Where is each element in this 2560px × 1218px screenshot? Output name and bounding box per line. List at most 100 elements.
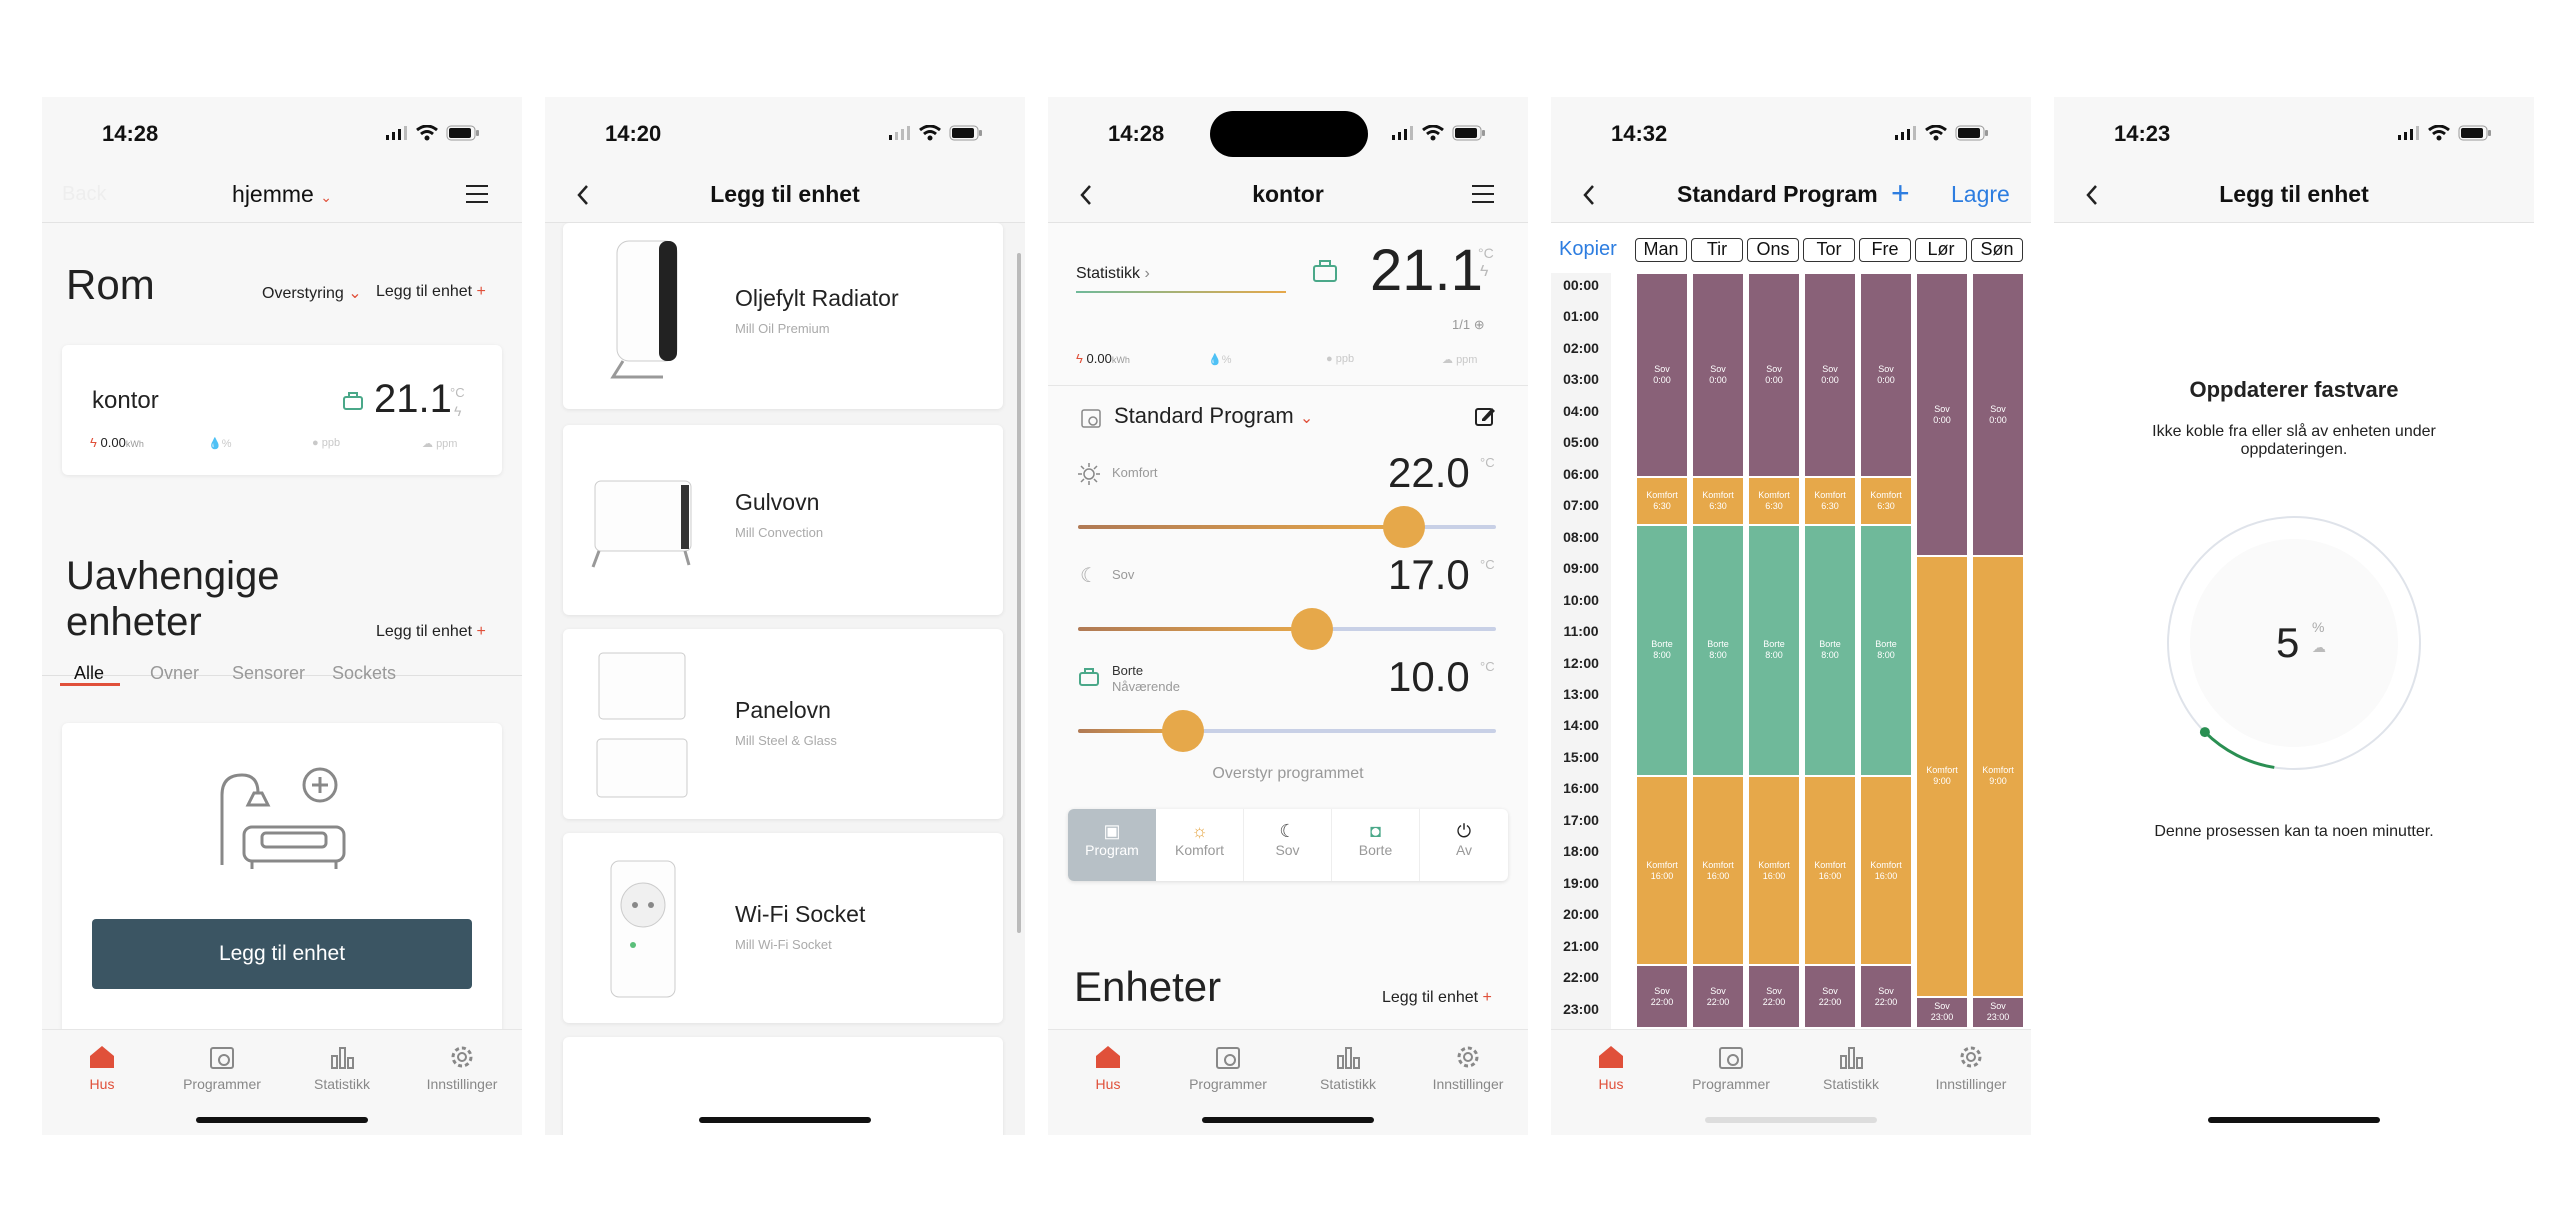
tab-statistics[interactable]: Statistikk bbox=[1288, 1044, 1408, 1092]
menu-icon[interactable] bbox=[1472, 185, 1494, 203]
back-chevron-icon[interactable] bbox=[1579, 183, 1599, 207]
device-option-panel[interactable]: Panelovn Mill Steel & Glass bbox=[563, 629, 1003, 819]
back-chevron-icon[interactable] bbox=[2082, 183, 2102, 207]
scrollbar[interactable] bbox=[1017, 253, 1021, 933]
save-button[interactable]: Lagre bbox=[1951, 181, 2010, 207]
tab-settings[interactable]: Innstillinger bbox=[1408, 1044, 1528, 1092]
schedule-block-sov[interactable]: Sov 0:00 bbox=[1749, 274, 1799, 477]
seg-komfort[interactable]: ☼ Komfort bbox=[1156, 809, 1244, 881]
home-selector[interactable]: hjemme ⌄ bbox=[42, 181, 522, 208]
copy-button[interactable]: Kopier bbox=[1559, 238, 1617, 260]
seg-program[interactable]: ▣ Program bbox=[1068, 809, 1156, 881]
seg-off[interactable]: ⏻ Av bbox=[1420, 809, 1508, 881]
filter-tab-sensors[interactable]: Sensorer bbox=[232, 663, 306, 683]
schedule-block-sov[interactable]: Sov 22:00 bbox=[1805, 966, 1855, 1027]
filter-tab-all[interactable]: Alle bbox=[74, 663, 105, 683]
schedule-day-column[interactable]: Sov 0:00 Komfort 6:30 Borte 8:00 Komfort 16:00 S… bbox=[1637, 273, 1687, 1028]
schedule-block-komfort[interactable]: Komfort 6:30 bbox=[1861, 478, 1911, 524]
edit-icon[interactable] bbox=[1474, 405, 1496, 427]
day-header-3[interactable]: Tor bbox=[1803, 238, 1855, 262]
program-selector[interactable]: Standard Program ⌄ bbox=[1114, 403, 1314, 428]
schedule-block-sov[interactable]: Sov 22:00 bbox=[1693, 966, 1743, 1027]
block-time: 23:00 bbox=[1930, 1012, 1954, 1023]
schedule-block-komfort[interactable]: Komfort 16:00 bbox=[1861, 777, 1911, 965]
device-option-socket[interactable]: Wi-Fi Socket Mill Wi-Fi Socket bbox=[563, 833, 1003, 1023]
schedule-day-column[interactable]: Sov 0:00 Komfort 9:00 Sov 23:00 bbox=[1973, 273, 2023, 1028]
tab-home[interactable]: Hus bbox=[42, 1044, 162, 1092]
sun-icon: ☼ bbox=[1191, 821, 1208, 841]
day-header-1[interactable]: Tir bbox=[1691, 238, 1743, 262]
schedule-block-komfort[interactable]: Komfort 16:00 bbox=[1749, 777, 1799, 965]
add-device-button[interactable]: Legg til enhet bbox=[92, 919, 472, 989]
tab-settings[interactable]: Innstillinger bbox=[402, 1044, 522, 1092]
device-option-convection[interactable]: Gulvovn Mill Convection bbox=[563, 425, 1003, 615]
schedule-block-sov[interactable]: Sov 0:00 bbox=[1637, 274, 1687, 477]
schedule-block-komfort[interactable]: Komfort 6:30 bbox=[1693, 478, 1743, 524]
schedule-day-column[interactable]: Sov 0:00 Komfort 6:30 Borte 8:00 Komfort 16:00 S… bbox=[1861, 273, 1911, 1028]
schedule-block-borte[interactable]: Borte 8:00 bbox=[1693, 525, 1743, 776]
tab-programs[interactable]: Programmer bbox=[1671, 1044, 1791, 1092]
schedule-block-komfort[interactable]: Komfort 9:00 bbox=[1917, 557, 1967, 996]
schedule-block-komfort[interactable]: Komfort 16:00 bbox=[1637, 777, 1687, 965]
day-header-2[interactable]: Ons bbox=[1747, 238, 1799, 262]
schedule-block-borte[interactable]: Borte 8:00 bbox=[1861, 525, 1911, 776]
schedule-block-borte[interactable]: Borte 8:00 bbox=[1637, 525, 1687, 776]
tab-statistics[interactable]: Statistikk bbox=[1791, 1044, 1911, 1092]
add-icon[interactable]: + bbox=[1891, 175, 1910, 211]
schedule-block-komfort[interactable]: Komfort 6:30 bbox=[1637, 478, 1687, 524]
override-dropdown[interactable]: Overstyring ⌄ bbox=[262, 285, 362, 302]
schedule-block-sov[interactable]: Sov 22:00 bbox=[1749, 966, 1799, 1027]
day-header-5[interactable]: Lør bbox=[1915, 238, 1967, 262]
schedule-block-komfort[interactable]: Komfort 6:30 bbox=[1749, 478, 1799, 524]
schedule-day-column[interactable]: Sov 0:00 Komfort 6:30 Borte 8:00 Komfort 16:00 S… bbox=[1805, 273, 1855, 1028]
day-header-4[interactable]: Fre bbox=[1859, 238, 1911, 262]
schedule-block-komfort[interactable]: Komfort 16:00 bbox=[1693, 777, 1743, 965]
schedule-day-column[interactable]: Sov 0:00 Komfort 6:30 Borte 8:00 Komfort 16:00 S… bbox=[1749, 273, 1799, 1028]
schedule-block-sov[interactable]: Sov 23:00 bbox=[1973, 997, 2023, 1027]
schedule-block-sov[interactable]: Sov 0:00 bbox=[1693, 274, 1743, 477]
block-time: 23:00 bbox=[1986, 1012, 2010, 1023]
filter-tab-ovens[interactable]: Ovner bbox=[150, 663, 200, 683]
schedule-block-komfort[interactable]: Komfort 6:30 bbox=[1805, 478, 1855, 524]
back-chevron-icon[interactable] bbox=[1076, 183, 1096, 207]
schedule-day-column[interactable]: Sov 0:00 Komfort 6:30 Borte 8:00 Komfort 16:00 S… bbox=[1693, 273, 1743, 1028]
add-device-link[interactable]: Legg til enhet + bbox=[1382, 989, 1492, 1006]
schedule-block-borte[interactable]: Borte 8:00 bbox=[1749, 525, 1799, 776]
seg-sov[interactable]: ☾ Sov bbox=[1244, 809, 1332, 881]
slider-knob[interactable] bbox=[1161, 710, 1204, 752]
schedule-day-column[interactable]: Sov 0:00 Komfort 9:00 Sov 23:00 bbox=[1917, 273, 1967, 1028]
schedule-block-sov[interactable]: Sov 0:00 bbox=[1861, 274, 1911, 477]
schedule-block-borte[interactable]: Borte 8:00 bbox=[1805, 525, 1855, 776]
tab-programs[interactable]: Programmer bbox=[1168, 1044, 1288, 1092]
tab-statistics[interactable]: Statistikk bbox=[282, 1044, 402, 1092]
schedule-block-sov[interactable]: Sov 0:00 bbox=[1917, 274, 1967, 556]
back-chevron-icon[interactable] bbox=[573, 183, 593, 207]
day-header-6[interactable]: Søn bbox=[1971, 238, 2023, 262]
borte-slider[interactable] bbox=[1078, 710, 1496, 752]
komfort-slider[interactable] bbox=[1078, 506, 1496, 548]
schedule-block-komfort[interactable]: Komfort 16:00 bbox=[1805, 777, 1855, 965]
add-device-link-2[interactable]: Legg til enhet + bbox=[376, 623, 486, 640]
room-card-kontor[interactable]: kontor 21.1 °C ϟ ϟ 0.00kWh 💧% ● ppb ☁ pp… bbox=[62, 345, 502, 475]
slider-knob[interactable] bbox=[1383, 506, 1426, 548]
day-header-0[interactable]: Man bbox=[1635, 238, 1687, 262]
schedule-block-sov[interactable]: Sov 0:00 bbox=[1805, 274, 1855, 477]
tab-home[interactable]: Hus bbox=[1551, 1044, 1671, 1092]
schedule-block-sov[interactable]: Sov 0:00 bbox=[1973, 274, 2023, 556]
seg-borte[interactable]: ◘ Borte bbox=[1332, 809, 1420, 881]
schedule-block-sov[interactable]: Sov 22:00 bbox=[1637, 966, 1687, 1027]
slider-knob[interactable] bbox=[1291, 608, 1334, 650]
schedule-block-sov[interactable]: Sov 22:00 bbox=[1861, 966, 1911, 1027]
tab-home[interactable]: Hus bbox=[1048, 1044, 1168, 1092]
add-device-link[interactable]: Legg til enhet + bbox=[376, 283, 486, 300]
filter-tab-sockets[interactable]: Sockets bbox=[332, 663, 397, 683]
schedule-block-sov[interactable]: Sov 23:00 bbox=[1917, 997, 1967, 1027]
tab-programs[interactable]: Programmer bbox=[162, 1044, 282, 1092]
statistics-link[interactable]: Statistikk › bbox=[1076, 265, 1150, 282]
tab-settings[interactable]: Innstillinger bbox=[1911, 1044, 2031, 1092]
schedule-block-komfort[interactable]: Komfort 9:00 bbox=[1973, 557, 2023, 996]
device-option-radiator[interactable]: Oljefylt Radiator Mill Oil Premium bbox=[563, 223, 1003, 409]
sov-slider[interactable] bbox=[1078, 608, 1496, 650]
menu-icon[interactable] bbox=[466, 185, 488, 203]
override-program-link[interactable]: Overstyr programmet bbox=[1212, 765, 1364, 782]
